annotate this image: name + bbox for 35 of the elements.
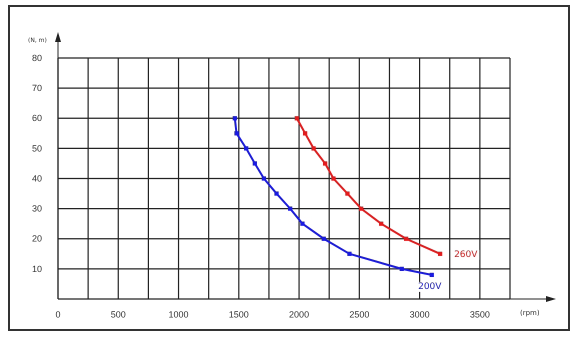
point	[400, 266, 404, 271]
y-tick-label: 70	[32, 83, 42, 94]
point	[234, 131, 239, 136]
x-tick-label: 1500	[228, 309, 249, 320]
point	[252, 161, 257, 166]
point	[232, 116, 237, 120]
point	[322, 236, 326, 241]
y-tick-label: 80	[32, 52, 42, 63]
point	[430, 272, 434, 278]
x-tick-label: 500	[110, 309, 126, 320]
x-tick-label: 3500	[470, 309, 490, 320]
point	[288, 206, 292, 211]
point	[347, 252, 352, 256]
point	[438, 252, 442, 256]
point	[302, 131, 308, 136]
point	[404, 236, 408, 241]
x-tick-label: 2500	[349, 309, 370, 320]
point	[244, 146, 248, 150]
point	[359, 206, 364, 211]
y-tick-label: 10	[32, 264, 42, 274]
y-tick-label: 30	[32, 204, 42, 214]
y-tick-label: 50	[32, 143, 42, 154]
point	[294, 116, 299, 120]
x-tick-label: 2000	[289, 309, 310, 320]
point	[300, 222, 305, 226]
x-tick-label: 3000	[410, 309, 430, 320]
point	[379, 222, 384, 226]
y-tick-label: 40	[32, 173, 42, 184]
y-tick-label: 60	[32, 113, 42, 124]
x-tick-label: 0	[55, 309, 61, 320]
x-tick-label: 1000	[168, 309, 189, 320]
series-label: 200V	[418, 282, 442, 292]
point	[262, 176, 266, 181]
series-label: 260V	[454, 250, 478, 260]
y-tick-label: 20	[32, 234, 42, 244]
